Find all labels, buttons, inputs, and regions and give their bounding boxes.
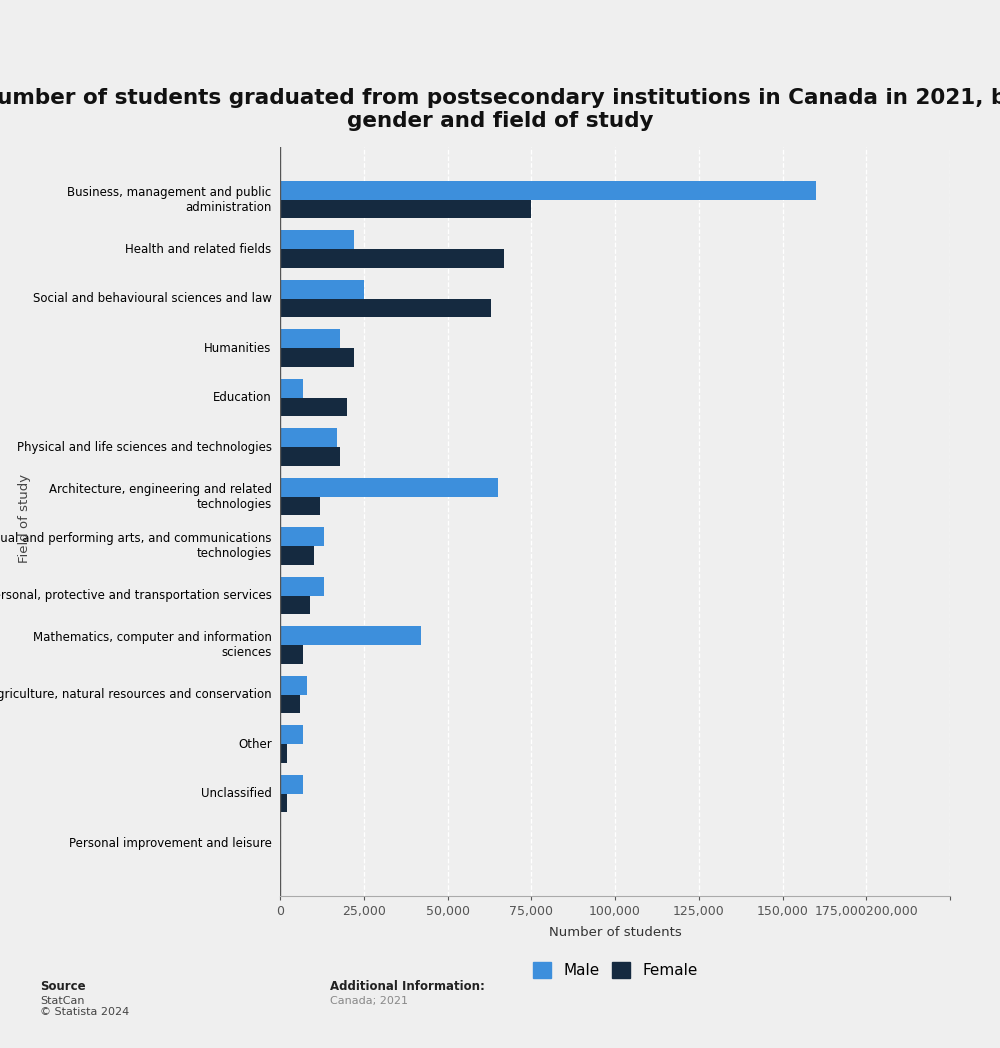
Bar — [280, 280, 364, 299]
Bar — [280, 793, 287, 812]
Bar — [280, 299, 491, 318]
Bar — [280, 199, 531, 218]
Bar — [280, 429, 337, 447]
Bar — [280, 180, 816, 199]
Bar — [280, 249, 504, 268]
Text: StatCan
© Statista 2024: StatCan © Statista 2024 — [40, 996, 129, 1018]
Bar — [280, 231, 354, 249]
Bar — [280, 546, 314, 565]
Text: Field of study: Field of study — [18, 474, 32, 564]
Text: Canada; 2021: Canada; 2021 — [330, 996, 408, 1006]
Bar — [280, 576, 324, 595]
Bar — [280, 397, 347, 416]
Bar — [280, 774, 303, 793]
X-axis label: Number of students: Number of students — [549, 926, 681, 939]
Bar — [280, 725, 303, 744]
Bar — [280, 348, 354, 367]
Bar — [280, 627, 421, 646]
Bar — [280, 744, 287, 763]
Bar — [280, 378, 303, 397]
Text: Number of students graduated from postsecondary institutions in Canada in 2021, : Number of students graduated from postse… — [0, 88, 1000, 131]
Bar — [280, 527, 324, 546]
Bar — [280, 676, 307, 695]
Bar — [280, 646, 303, 664]
Bar — [280, 478, 498, 497]
Text: Additional Information:: Additional Information: — [330, 980, 485, 992]
Bar — [280, 329, 340, 348]
Legend: Male, Female: Male, Female — [525, 955, 705, 986]
Bar — [280, 497, 320, 516]
Bar — [280, 595, 310, 614]
Text: Source: Source — [40, 980, 86, 992]
Bar — [280, 695, 300, 714]
Bar — [280, 447, 340, 466]
